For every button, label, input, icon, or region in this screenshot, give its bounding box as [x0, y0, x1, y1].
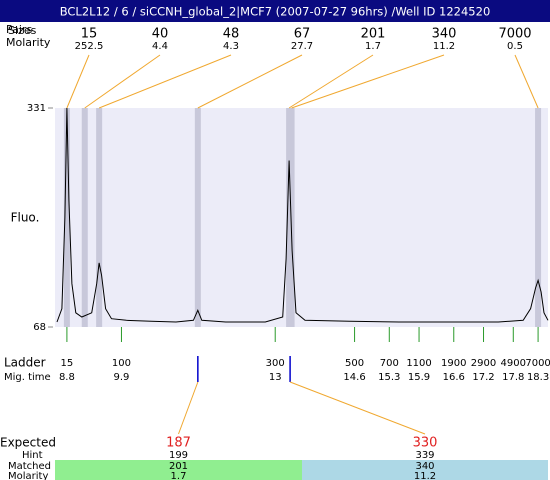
peak-molarity: 4.4	[152, 41, 168, 52]
ladder-time: 13	[269, 372, 282, 383]
hint-label: Hint	[22, 450, 43, 461]
ladder-size: 100	[112, 358, 131, 369]
ladder-time: 17.8	[502, 372, 524, 383]
signal-trace	[56, 107, 549, 323]
y-tick-label: 68	[33, 322, 46, 333]
ladder-size: 500	[345, 358, 364, 369]
ladder-label: Ladder	[4, 356, 46, 370]
header-molarity: Molarity	[6, 36, 51, 49]
ladder-time: 18.3	[527, 372, 549, 383]
peak-size: 15	[81, 27, 98, 42]
peak-size: 67	[294, 27, 311, 42]
peak-connector	[84, 54, 161, 109]
matched-left-bg	[55, 460, 302, 480]
matched-value: 201	[169, 461, 188, 472]
ladder-size: 700	[380, 358, 399, 369]
header-size: Sizes	[8, 24, 37, 37]
ladder-time: 8.8	[59, 372, 75, 383]
peak-size: 340	[432, 27, 457, 42]
mig-time-label: Mig. time	[4, 372, 51, 383]
peak-band	[96, 108, 103, 327]
peak-connector	[291, 54, 445, 109]
peak-molarity: 11.2	[433, 41, 455, 52]
expected-connector	[289, 381, 426, 435]
ladder-time: 16.6	[443, 372, 465, 383]
ladder-size: 2900	[471, 358, 496, 369]
expected-label: Expected	[0, 436, 56, 450]
peak-molarity: 4.3	[223, 41, 239, 52]
peak-connector	[288, 54, 374, 109]
matched-value: 340	[415, 461, 434, 472]
molarity-value: 1.7	[171, 471, 187, 480]
peak-size: 48	[223, 27, 240, 42]
peak-band	[535, 108, 542, 327]
peak-molarity: 0.5	[507, 41, 523, 52]
peak-size: 201	[361, 27, 386, 42]
title-bar	[0, 0, 550, 22]
peak-connector	[98, 54, 232, 109]
molarity-value: 11.2	[414, 471, 436, 480]
ladder-time: 9.9	[114, 372, 130, 383]
header-pairs: Pairs	[6, 23, 32, 36]
ladder-time: 14.6	[343, 372, 365, 383]
expected-value: 187	[166, 436, 191, 451]
ladder-size: 4900	[501, 358, 526, 369]
ladder-size: 300	[266, 358, 285, 369]
peak-connector	[197, 54, 303, 109]
peak-size: 7000	[498, 27, 531, 42]
hint-value: 339	[415, 450, 434, 461]
ladder-time: 17.2	[472, 372, 494, 383]
y-tick-label: 331	[27, 103, 46, 114]
peak-band	[63, 108, 70, 327]
ladder-size: 1100	[406, 358, 431, 369]
ladder-size: 15	[61, 358, 74, 369]
matched-label: Matched	[8, 461, 51, 472]
peak-size: 40	[152, 27, 169, 42]
hint-value: 199	[169, 450, 188, 461]
peak-band	[288, 108, 295, 327]
peak-connector	[514, 54, 539, 109]
matched-right-bg	[302, 460, 548, 480]
peak-connector	[66, 54, 90, 109]
peak-molarity: 252.5	[75, 41, 104, 52]
expected-value: 330	[413, 436, 438, 451]
expected-connector	[178, 381, 199, 435]
ladder-size: 7000	[525, 358, 550, 369]
plot-area	[55, 108, 548, 327]
ladder-size: 1900	[441, 358, 466, 369]
peak-band	[194, 108, 201, 327]
ladder-time: 15.3	[378, 372, 400, 383]
peak-molarity: 27.7	[291, 41, 313, 52]
peak-band	[81, 108, 88, 327]
chart-title: BCL2L12 / 6 / siCCNH_global_2|MCF7 (2007…	[60, 5, 491, 19]
peak-molarity: 1.7	[365, 41, 381, 52]
y-axis-label: Fluo.	[11, 211, 40, 225]
ladder-time: 15.9	[408, 372, 430, 383]
molarity-label: Molarity	[8, 471, 48, 480]
